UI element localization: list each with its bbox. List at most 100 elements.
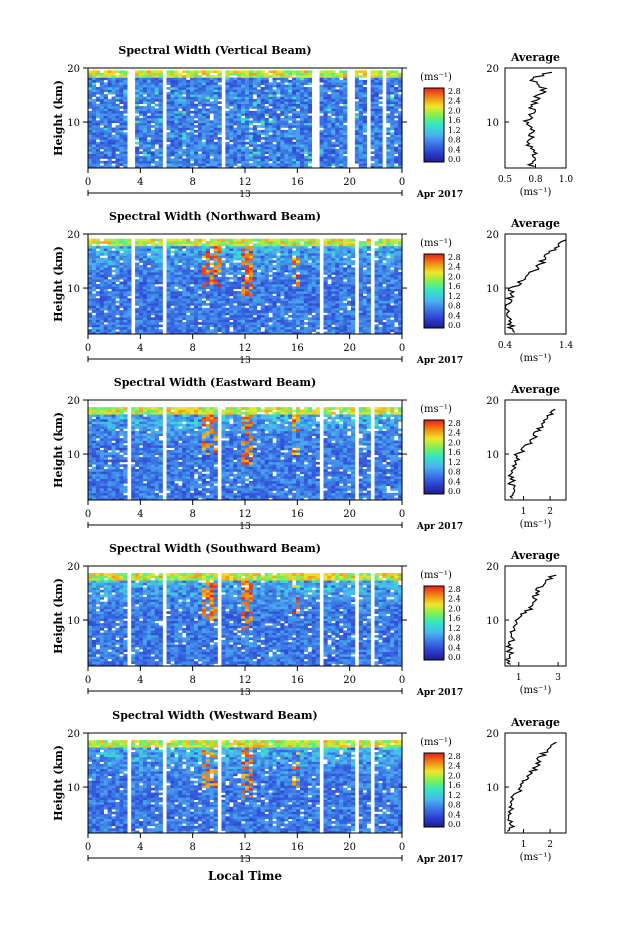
colorbar-tick: 2.4 bbox=[448, 97, 461, 106]
colorbar-tick: 0.0 bbox=[448, 653, 461, 662]
xtick-label: 0 bbox=[85, 675, 91, 686]
xtick-label: 20 bbox=[343, 675, 356, 686]
colorbar-tick: 1.6 bbox=[448, 781, 461, 790]
avg-xtick-label: 1 bbox=[521, 507, 527, 517]
xtick-label: 12 bbox=[239, 842, 252, 853]
xtick-label: 4 bbox=[137, 675, 143, 686]
avg-xtick-label: 1.4 bbox=[559, 341, 574, 351]
xtick-label: 0 bbox=[85, 842, 91, 853]
colorbar-tick: 0.8 bbox=[448, 136, 461, 145]
avg-ytick-label: 10 bbox=[486, 450, 499, 461]
average-profile bbox=[522, 71, 553, 167]
xtick-label: 0 bbox=[85, 177, 91, 188]
colorbar-tick: 2.8 bbox=[448, 87, 461, 96]
date-label: Apr 2017 bbox=[416, 190, 463, 200]
avg-ytick-label: 10 bbox=[486, 783, 499, 794]
colorbar-tick: 2.4 bbox=[448, 762, 461, 771]
date-label: Apr 2017 bbox=[416, 688, 463, 698]
colorbar-tick: 1.2 bbox=[448, 458, 461, 467]
colorbar-unit: (ms⁻¹) bbox=[420, 238, 452, 249]
average-frame bbox=[504, 565, 567, 667]
average-title: Average bbox=[510, 217, 560, 230]
avg-ytick-label: 20 bbox=[486, 230, 499, 241]
xtick-label: 0 bbox=[399, 343, 405, 354]
average-title: Average bbox=[510, 549, 560, 562]
panel-0: Spectral Width (Vertical Beam)2010Height… bbox=[52, 44, 573, 200]
panel-4: Spectral Width (Westward Beam)2010Height… bbox=[52, 709, 567, 865]
avg-xtick-label: 0.5 bbox=[498, 175, 513, 185]
xtick-label: 8 bbox=[189, 343, 195, 354]
colorbar-unit: (ms⁻¹) bbox=[420, 404, 452, 415]
colorbar-tick: 2.8 bbox=[448, 752, 461, 761]
xtick-label: 0 bbox=[85, 343, 91, 354]
panel-title: Spectral Width (Vertical Beam) bbox=[118, 44, 311, 57]
date-label: Apr 2017 bbox=[416, 522, 463, 532]
average-profile bbox=[504, 574, 557, 665]
xtick-label: 4 bbox=[137, 177, 143, 188]
avg-xlabel: (ms⁻¹) bbox=[520, 519, 552, 530]
avg-ytick-label: 20 bbox=[486, 729, 499, 740]
heatmap bbox=[88, 573, 403, 667]
colorbar-tick: 2.8 bbox=[448, 419, 461, 428]
colorbar-tick: 1.2 bbox=[448, 126, 461, 135]
avg-xtick-label: 0.8 bbox=[528, 175, 543, 185]
colorbar-tick: 0.4 bbox=[448, 145, 461, 154]
colorbar-tick: 2.0 bbox=[448, 438, 461, 447]
colorbar bbox=[423, 752, 445, 828]
colorbar-tick: 2.4 bbox=[448, 595, 461, 604]
average-profile bbox=[507, 741, 557, 832]
colorbar-tick: 0.4 bbox=[448, 643, 461, 652]
colorbar-tick: 2.4 bbox=[448, 263, 461, 272]
panel-2: Spectral Width (Eastward Beam)2010Height… bbox=[52, 376, 567, 532]
xtick-label: 16 bbox=[291, 675, 304, 686]
ylabel: Height (km) bbox=[52, 80, 65, 156]
colorbar-tick: 2.4 bbox=[448, 429, 461, 438]
average-profile bbox=[506, 408, 556, 499]
xtick-label: 20 bbox=[343, 842, 356, 853]
colorbar-tick: 0.0 bbox=[448, 487, 461, 496]
ylabel: Height (km) bbox=[52, 412, 65, 488]
avg-ytick-label: 20 bbox=[486, 562, 499, 573]
panel-1: Spectral Width (Northward Beam)2010Heigh… bbox=[52, 210, 573, 366]
panel-title: Spectral Width (Eastward Beam) bbox=[114, 376, 316, 389]
heatmap bbox=[88, 70, 403, 169]
xtick-label: 16 bbox=[291, 509, 304, 520]
colorbar-tick: 1.2 bbox=[448, 624, 461, 633]
colorbar-tick: 0.8 bbox=[448, 302, 461, 311]
xtick-label: 12 bbox=[239, 343, 252, 354]
xtick-label: 12 bbox=[239, 509, 252, 520]
xtick-label: 0 bbox=[85, 509, 91, 520]
colorbar-tick: 2.0 bbox=[448, 272, 461, 281]
colorbar-tick: 1.6 bbox=[448, 116, 461, 125]
xtick-label: 0 bbox=[399, 842, 405, 853]
colorbar-tick: 1.6 bbox=[448, 614, 461, 623]
ytick-label: 20 bbox=[67, 230, 80, 241]
xtick-label: 20 bbox=[343, 343, 356, 354]
day-label: 13 bbox=[239, 522, 251, 532]
panel-title: Spectral Width (Southward Beam) bbox=[109, 542, 321, 555]
colorbar-unit: (ms⁻¹) bbox=[420, 570, 452, 581]
average-frame bbox=[504, 399, 567, 501]
ytick-label: 20 bbox=[67, 562, 80, 573]
heatmap bbox=[88, 740, 403, 834]
colorbar-tick: 0.0 bbox=[448, 155, 461, 164]
xtick-label: 20 bbox=[343, 509, 356, 520]
day-label: 13 bbox=[239, 356, 251, 366]
xtick-label: 4 bbox=[137, 343, 143, 354]
colorbar-tick: 1.2 bbox=[448, 791, 461, 800]
ytick-label: 10 bbox=[67, 118, 80, 129]
colorbar-tick: 0.8 bbox=[448, 634, 461, 643]
colorbar bbox=[423, 585, 445, 661]
colorbar-tick: 0.4 bbox=[448, 311, 461, 320]
colorbar bbox=[423, 253, 445, 329]
day-label: 13 bbox=[239, 855, 251, 865]
colorbar-tick: 2.8 bbox=[448, 253, 461, 262]
average-title: Average bbox=[510, 383, 560, 396]
avg-xtick-label: 2 bbox=[547, 507, 553, 517]
ylabel: Height (km) bbox=[52, 246, 65, 322]
colorbar-tick: 0.0 bbox=[448, 321, 461, 330]
avg-xlabel: (ms⁻¹) bbox=[520, 353, 552, 364]
average-frame bbox=[504, 233, 567, 335]
xtick-label: 0 bbox=[399, 177, 405, 188]
